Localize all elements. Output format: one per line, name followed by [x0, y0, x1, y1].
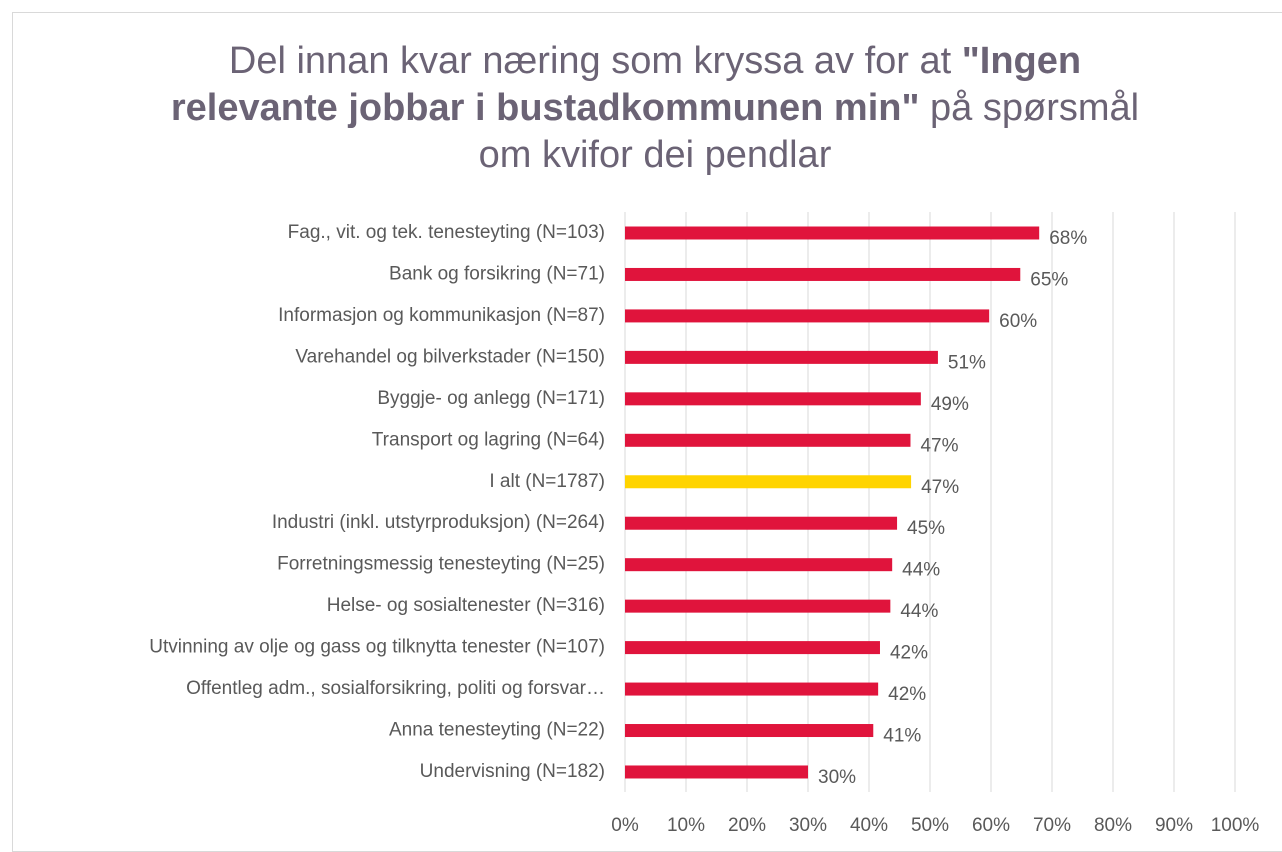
data-label: 45% [907, 518, 945, 539]
bar [625, 433, 911, 447]
bar [625, 682, 879, 696]
data-label: 42% [888, 684, 926, 705]
x-tick-label: 70% [1033, 815, 1071, 836]
bar [625, 599, 891, 613]
bar [625, 724, 874, 738]
y-tick-label: Undervisning (N=182) [420, 761, 605, 782]
bar [625, 641, 880, 655]
y-tick-label: Offentleg adm., sosialforsikring, politi… [186, 678, 605, 699]
data-label: 44% [900, 601, 938, 622]
data-label: 51% [948, 352, 986, 373]
bar [625, 309, 990, 323]
data-label: 49% [931, 394, 969, 415]
x-tick-label: 80% [1094, 815, 1132, 836]
data-label: 42% [890, 643, 928, 664]
y-tick-label: Bank og forsikring (N=71) [389, 263, 605, 284]
y-tick-label: Anna tenesteyting (N=22) [389, 720, 605, 741]
bar [625, 267, 1021, 281]
title-part: "Ingen relevante jobbar i bustadkommunen… [170, 40, 1082, 129]
bar [625, 350, 938, 364]
y-tick-label: Fag., vit. og tek. tenesteyting (N=103) [288, 222, 605, 243]
y-tick-label: I alt (N=1787) [489, 471, 605, 492]
x-tick-label: 0% [611, 815, 639, 836]
x-tick-label: 20% [728, 815, 766, 836]
bar [625, 475, 912, 489]
y-tick-label: Byggje- og anlegg (N=171) [377, 388, 605, 409]
y-tick-label: Informasjon og kommunikasjon (N=87) [278, 305, 605, 326]
x-tick-label: 100% [1211, 815, 1260, 836]
x-tick-label: 40% [850, 815, 888, 836]
bar [625, 558, 893, 572]
bar [625, 226, 1040, 240]
data-label: 41% [883, 726, 921, 747]
x-tick-label: 50% [911, 815, 949, 836]
data-label: 60% [999, 311, 1037, 332]
x-tick-label: 90% [1155, 815, 1193, 836]
x-tick-label: 60% [972, 815, 1010, 836]
x-tick-label: 30% [789, 815, 827, 836]
title-part: på spørsmål om kvifor dei pendlar [478, 87, 1140, 176]
data-label: 47% [920, 435, 958, 456]
x-tick-label: 10% [667, 815, 705, 836]
data-label: 47% [921, 477, 959, 498]
data-label: 68% [1049, 228, 1087, 249]
bar [625, 765, 808, 779]
bar [625, 392, 921, 406]
y-tick-label: Forretningsmessig tenesteyting (N=25) [277, 554, 605, 575]
title-part: Del innan kvar næring som kryssa av for … [228, 40, 962, 82]
chart-title: Del innan kvar næring som kryssa av for … [160, 38, 1150, 179]
y-tick-label: Helse- og sosialtenester (N=316) [327, 595, 605, 616]
data-label: 30% [818, 767, 856, 788]
y-tick-label: Transport og lagring (N=64) [372, 429, 605, 450]
y-tick-label: Industri (inkl. utstyrproduksjon) (N=264… [272, 512, 605, 533]
data-label: 65% [1030, 269, 1068, 290]
data-label: 44% [902, 560, 940, 581]
y-tick-label: Utvinning av olje og gass og tilknytta t… [149, 637, 605, 658]
bar [625, 516, 898, 530]
y-tick-label: Varehandel og bilverkstader (N=150) [295, 346, 605, 367]
